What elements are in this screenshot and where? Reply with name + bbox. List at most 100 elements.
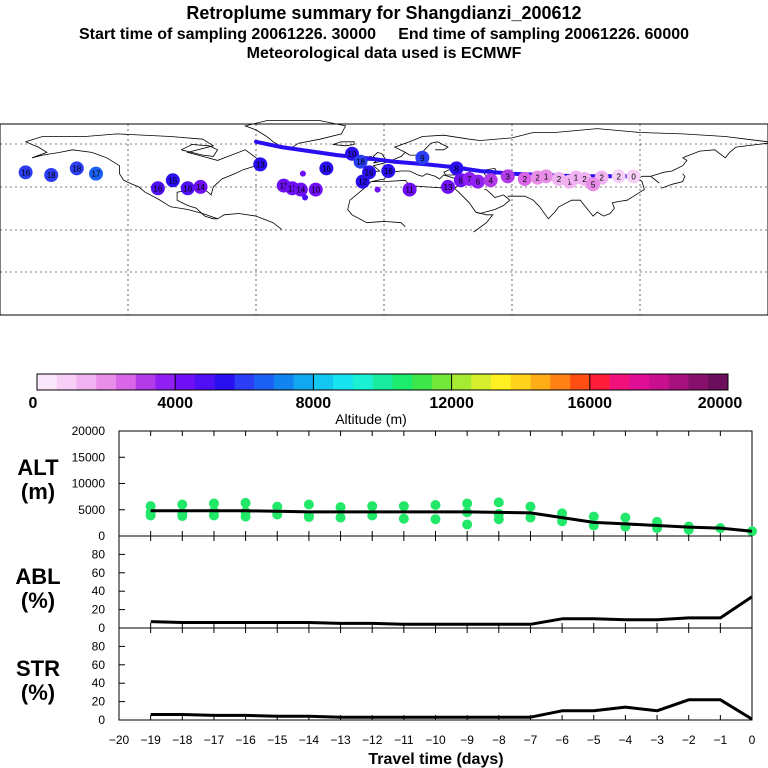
plume-marker xyxy=(374,186,381,193)
colorbar-swatch xyxy=(412,374,433,390)
plume-marker-label: 16 xyxy=(153,184,162,193)
plume-marker-label: 10 xyxy=(311,186,320,195)
plume-marker xyxy=(89,166,103,181)
x-tick-label: −17 xyxy=(204,733,225,747)
y-axis-label: (m) xyxy=(21,479,55,504)
panel-abl: 80 60 40 20 0 ABL(%) xyxy=(15,535,753,635)
y-tick-label: 5000 xyxy=(78,503,105,517)
y-axis-label: (%) xyxy=(21,680,55,705)
plume-marker xyxy=(308,182,323,197)
colorbar-tick-label: 4000 xyxy=(157,395,193,412)
altitude-point xyxy=(620,512,631,523)
plume-marker-label: 16 xyxy=(384,167,393,176)
x-tick-label: −6 xyxy=(555,733,569,747)
time-series-panels: 20000150001000050000ALT(m)806040200ABL(%… xyxy=(15,424,757,768)
altitude-point xyxy=(335,512,346,523)
plume-marker-label: 1 xyxy=(567,178,572,187)
plume-marker-label: 2 xyxy=(523,175,528,184)
x-tick-label: −11 xyxy=(394,733,414,747)
colorbar-swatch xyxy=(37,374,58,390)
plume-marker-label: 16 xyxy=(183,184,192,193)
colorbar-swatch xyxy=(194,374,215,390)
plume-marker-label: 8 xyxy=(459,176,464,185)
colorbar-tick-label: 8000 xyxy=(296,395,332,412)
panel-alt: 20000 15000 10000 5000 0 ALT(m) xyxy=(17,424,757,543)
met-data-subtitle: Meteorological data used is ECMWF xyxy=(246,45,522,62)
plume-marker-label: 1 xyxy=(544,172,549,181)
plume-marker-label: 16 xyxy=(21,168,30,177)
y-axis-label: (%) xyxy=(21,588,55,613)
altitude-point xyxy=(493,514,504,525)
y-axis-label: ABL xyxy=(15,564,60,589)
y-tick-label: 20 xyxy=(92,603,106,617)
colorbar-swatch xyxy=(372,374,393,390)
plume-marker xyxy=(470,174,485,189)
plume-marker-label: 16 xyxy=(365,168,374,177)
plume-marker-label: 11 xyxy=(280,182,289,191)
plume-marker-label: 6 xyxy=(476,178,481,187)
colorbar-swatch xyxy=(155,374,176,390)
colorbar-swatch xyxy=(76,374,97,390)
sampling-time-subtitle: Start time of sampling 20061226. 30000 E… xyxy=(78,26,690,43)
altitude-point xyxy=(145,510,156,521)
plume-marker xyxy=(500,169,515,184)
colorbar-swatch xyxy=(589,374,610,390)
plume-marker-label: 12 xyxy=(358,178,367,187)
plume-marker-label: 10 xyxy=(348,150,357,159)
y-tick-label: 40 xyxy=(92,584,106,598)
plume-marker-label: 18 xyxy=(72,164,81,173)
coastline xyxy=(25,141,218,220)
plume-marker xyxy=(362,165,377,180)
plume-marker-label: 2 xyxy=(616,172,621,181)
panel-frame xyxy=(118,627,753,721)
plume-marker xyxy=(381,164,396,179)
plume-marker-label: 5 xyxy=(591,180,596,189)
plume-marker-label: 2 xyxy=(535,174,540,183)
coastline xyxy=(682,142,768,159)
altitude-point xyxy=(335,502,346,513)
colorbar-swatch xyxy=(510,374,531,390)
colorbar-swatch xyxy=(333,374,354,390)
plume-marker xyxy=(253,157,268,172)
plume-marker-label: 14 xyxy=(296,186,305,195)
y-tick-label: 10000 xyxy=(72,477,106,491)
y-tick-label: 0 xyxy=(98,529,105,543)
plume-marker xyxy=(353,154,368,169)
y-tick-label: 0 xyxy=(98,621,105,635)
colorbar-swatch xyxy=(668,374,689,390)
x-tick-label: −18 xyxy=(172,733,193,747)
y-axis-label: ALT xyxy=(17,455,59,480)
altitude-point xyxy=(588,511,599,522)
altitude-point xyxy=(177,499,188,510)
plume-marker-label: 13 xyxy=(256,160,265,169)
x-tick-label: −3 xyxy=(650,733,664,747)
panel-str: 80 60 40 20 0 STR(%) xyxy=(16,627,753,727)
altitude-point xyxy=(398,513,409,524)
altitude-colorbar: 0 4000 8000 12000 16000 20000 xyxy=(29,373,742,412)
coastline xyxy=(473,211,494,233)
plume-marker xyxy=(180,181,195,196)
x-tick-label: −1 xyxy=(714,733,728,747)
altitude-point xyxy=(303,499,314,510)
colorbar-swatch xyxy=(688,374,709,390)
plume-marker-label: 13 xyxy=(444,183,453,192)
colorbar-swatch xyxy=(392,374,413,390)
colorbar-swatch xyxy=(313,374,334,390)
colorbar-swatch xyxy=(214,374,235,390)
x-tick-label: −14 xyxy=(299,733,320,747)
series-line xyxy=(150,595,753,626)
colorbar-swatch xyxy=(530,374,551,390)
altitude-point xyxy=(272,501,283,512)
plume-marker-label: 0 xyxy=(631,172,636,181)
plume-marker xyxy=(517,171,532,186)
coastline xyxy=(650,157,688,177)
altitude-point xyxy=(430,514,441,525)
colorbar-swatch xyxy=(96,374,117,390)
plume-marker-label: 17 xyxy=(92,170,101,179)
altitude-point xyxy=(240,511,251,522)
altitude-point xyxy=(177,511,188,522)
plume-marker xyxy=(319,161,334,176)
coastline xyxy=(181,144,219,157)
